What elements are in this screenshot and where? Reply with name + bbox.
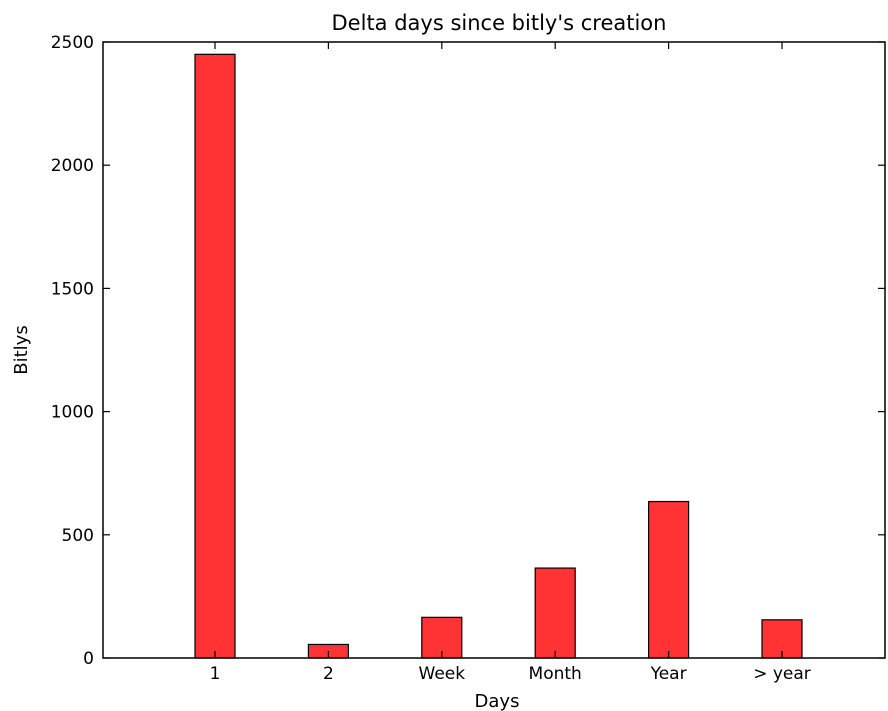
- x-axis-ticks: 1 2 Week Month Year > year: [210, 42, 811, 684]
- y-tick-label: 0: [83, 649, 94, 669]
- x-tick-label: Year: [650, 664, 687, 684]
- bar-year: [647, 500, 690, 659]
- y-tick-label: 500: [62, 526, 94, 546]
- y-tick-label: 2500: [51, 33, 94, 53]
- bar-month: [534, 567, 576, 659]
- y-axis-ticks: 0 500 1000 1500 2000 2500: [51, 33, 885, 669]
- x-tick-label: Month: [529, 664, 582, 684]
- y-tick-label: 1500: [51, 279, 94, 299]
- y-axis-label: Bitlys: [11, 325, 32, 374]
- x-tick-label: 2: [323, 664, 334, 684]
- y-tick-label: 2000: [51, 156, 94, 176]
- x-tick-label: 1: [210, 664, 221, 684]
- y-tick-label: 1000: [51, 403, 94, 423]
- x-tick-label: Week: [419, 664, 466, 684]
- x-axis-label: Days: [475, 691, 520, 711]
- bar-1: [194, 53, 236, 659]
- plot-frame: [102, 41, 886, 659]
- chart-title: Delta days since bitly's creation: [332, 11, 667, 35]
- x-tick-label: > year: [753, 664, 811, 684]
- bars-group: [194, 53, 803, 659]
